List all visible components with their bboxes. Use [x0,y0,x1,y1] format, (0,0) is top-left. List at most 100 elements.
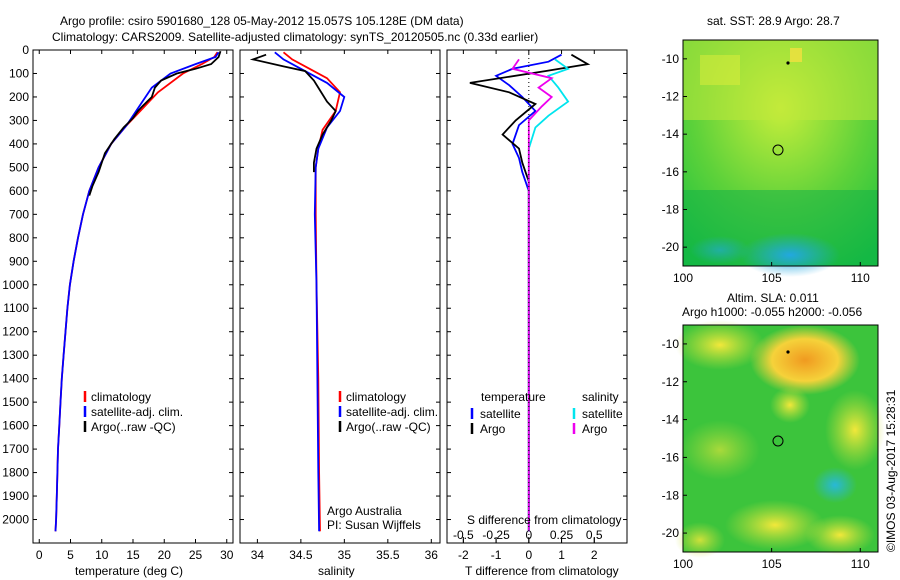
x-tick-label: 0 [525,548,532,562]
difference-xlabel: T difference from climatology [465,564,619,578]
x-tick-label: 34 [251,548,265,562]
y-tick-label: 1400 [2,372,29,386]
y-tick-label: 300 [9,113,29,127]
map-y-tick-label: -20 [662,526,680,540]
salinity-panel-frame [239,49,441,544]
sst-map-axes: 100 105 110 -10 -12 -14 -16 -18 -20 [662,52,871,285]
imos-stamp: ©IMOS 03-Aug-2017 15:28:31 [884,389,898,552]
map-y-tick-label: -12 [662,375,680,389]
y-tick-label: 1500 [2,395,29,409]
x2-tick-label: -0.25 [482,528,510,542]
y-tick-label: 2000 [2,513,29,527]
salinity-xlabel: salinity [318,564,355,578]
legend-title-temperature: temperature [481,390,546,404]
difference-series-2 [527,58,571,532]
header-line-1: Argo profile: csiro 5901680_128 05-May-2… [60,14,464,28]
x2-tick-label: -0.5 [453,528,474,542]
x-tick-label: 20 [158,548,172,562]
y-tick-label: 1000 [2,278,29,292]
x-tick-label: 30 [220,548,234,562]
map-x-tick-label: 110 [851,557,870,571]
x-tick-label: 5 [67,548,74,562]
temperature-series-0 [54,51,219,532]
map-y-tick-label: -16 [662,450,680,464]
y-tick-label: 1700 [2,442,29,456]
sla-map-title-1: Altim. SLA: 0.011 [727,291,819,305]
map-y-tick-label: -14 [662,127,680,141]
y-tick-label: 700 [9,207,29,221]
x2-tick-label: 0.25 [550,528,574,542]
difference-series-3 [511,58,554,532]
map-x-tick-label: 105 [762,271,782,285]
salinity-series-2 [249,53,337,173]
sla-map-image [675,320,885,558]
x-tick-label: 35 [338,548,352,562]
sst-map-frame [682,39,879,267]
map-x-tick-label: 105 [762,557,782,571]
y-tick-label: 600 [9,184,29,198]
profile-axes: 0100200300400500600700800900100011001200… [2,43,627,562]
salinity-series-1 [274,51,346,532]
legend-label: climatology [346,390,406,404]
x-tick-label: 0 [36,548,43,562]
sla-map-frame [682,324,879,553]
credit-text: Argo Australia PI: Susan Wijffels [327,504,421,532]
sst-map-title: sat. SST: 28.9 Argo: 28.7 [707,14,840,28]
legend-label: Argo(..raw -QC) [91,420,176,434]
y-tick-label: 200 [9,90,29,104]
legend-label: climatology [91,390,151,404]
temperature-xlabel: temperature (deg C) [75,564,183,578]
map-y-tick-label: -18 [662,203,680,217]
x-tick-label: 10 [95,548,109,562]
temperature-series-1 [54,51,220,532]
x2-tick-label: 0.5 [586,528,603,542]
y-tick-label: 1200 [2,325,29,339]
sst-map-image [683,40,878,277]
sla-map-axes: 100 105 110 -10 -12 -14 -16 -18 -20 [662,337,871,571]
legend-label: satellite [582,407,623,421]
map-x-tick-label: 110 [851,271,870,285]
x-tick-label: 25 [189,548,203,562]
map-y-tick-label: -14 [662,413,680,427]
legend-label: Argo(..raw -QC) [346,420,431,434]
y-tick-label: 400 [9,137,29,151]
header-line-2: Climatology: CARS2009. Satellite-adjuste… [52,30,538,44]
legend-label: Argo [582,422,608,436]
sla-map-panel: Altim. SLA: 0.011 Argo h1000: -0.055 h20… [662,291,885,571]
y-tick-label: 1600 [2,419,29,433]
y-tick-label: 1800 [2,466,29,480]
x-tick-label: 35.5 [376,548,400,562]
map-x-tick-label: 100 [673,271,693,285]
map-x-tick-label: 100 [673,557,693,571]
credit-line: PI: Susan Wijffels [327,518,421,532]
sla-argo-position-marker [772,435,784,447]
legend-label: Argo [480,422,506,436]
y-tick-label: 1300 [2,348,29,362]
y-tick-label: 900 [9,254,29,268]
y-tick-label: 1100 [3,301,29,315]
map-y-tick-label: -12 [662,90,680,104]
temperature-panel-frame [32,49,234,544]
difference-panel-frame [446,49,628,544]
profile-series [54,50,591,543]
sst-map-panel: sat. SST: 28.9 Argo: 28.7 100 105 110 -10 -1… [662,14,879,285]
map-y-tick-label: -10 [662,52,680,66]
legend-label: satellite-adj. clim. [346,405,438,419]
x-tick-label: 34.5 [289,548,313,562]
x-tick-label: -1 [491,548,502,562]
x-tick-label: 15 [126,548,140,562]
y-tick-label: 500 [9,160,29,174]
legend-label: satellite-adj. clim. [91,405,183,419]
difference-x2label: S difference from climatology [467,513,622,527]
legend-title-salinity: salinity [582,390,619,404]
map-y-tick-label: -20 [662,240,680,254]
sla-map-title-2: Argo h1000: -0.055 h2000: -0.056 [682,305,862,319]
x-tick-label: 36 [425,548,439,562]
y-tick-label: 800 [9,231,29,245]
temperature-series-2 [88,50,222,196]
salinity-series-0 [282,51,341,532]
legend-label: satellite [480,407,521,421]
x-tick-label: -2 [458,548,469,562]
